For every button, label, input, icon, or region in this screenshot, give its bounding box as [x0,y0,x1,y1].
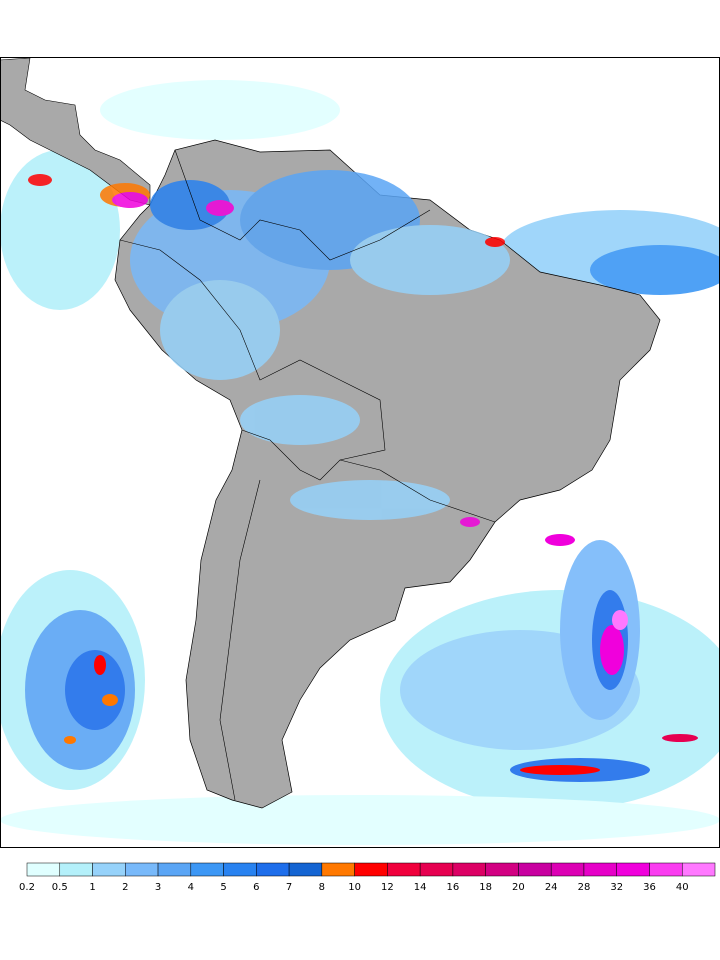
colorbar-swatch [681,862,716,877]
colorbar-label: 7 [286,882,292,893]
colorbar-swatch [26,862,61,877]
colorbar-swatch [59,862,93,877]
colorbar-label: 14 [414,882,427,893]
colorbar-label: 8 [319,882,325,893]
colorbar-swatch [583,862,617,877]
ocean-cores [64,534,698,775]
colorbar-label: 28 [578,882,591,893]
colorbar-swatch [125,862,159,877]
colorbar-label: 12 [381,882,394,893]
colorbar-swatch [288,862,323,877]
colorbar-label: 18 [479,882,492,893]
colorbar-swatch [649,862,683,877]
colorbar-swatch [157,862,192,877]
colorbar-swatch [518,862,552,877]
colorbar-label: 4 [188,882,194,893]
colorbar-swatch [223,862,257,877]
colorbar-swatch [485,862,519,877]
colorbar-swatch [616,862,650,877]
colorbar-label: 1 [89,882,95,893]
colorbar-swatch [321,862,355,877]
colorbar-label: 2 [122,882,128,893]
colorbar-label: 6 [253,882,259,893]
colorbar-swatch [256,862,290,877]
colorbar-label: 24 [545,882,558,893]
colorbar-swatch [550,862,585,877]
colorbar-label: 40 [676,882,689,893]
colorbar-label: 0.2 [19,882,35,893]
colorbar-label: 5 [220,882,226,893]
colorbar-label: 0.5 [52,882,68,893]
colorbar-swatch [190,862,224,877]
colorbar-label: 3 [155,882,161,893]
colorbar-swatch [92,862,126,877]
colorbar-label: 32 [610,882,623,893]
colorbar-label: 10 [348,882,361,893]
colorbar-swatch [354,862,388,877]
colorbar-label: 36 [643,882,656,893]
colorbar-swatch [419,862,454,877]
borders [119,149,496,801]
colorbar-label: 16 [447,882,460,893]
colorbar: 0.2 0.5 1 2 3 4 5 6 7 8 10 12 14 16 18 20 24 28 32 36 40 [19,862,716,893]
ocean-precip [0,80,720,845]
colorbar-label: 20 [512,882,525,893]
map [0,57,720,848]
colorbar-swatch [452,862,486,877]
colorbar-swatch [387,862,421,877]
